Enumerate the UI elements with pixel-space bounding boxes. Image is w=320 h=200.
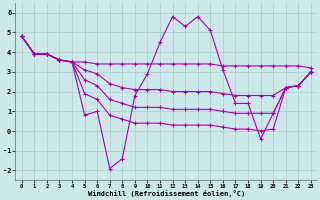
X-axis label: Windchill (Refroidissement éolien,°C): Windchill (Refroidissement éolien,°C) [88, 190, 245, 197]
